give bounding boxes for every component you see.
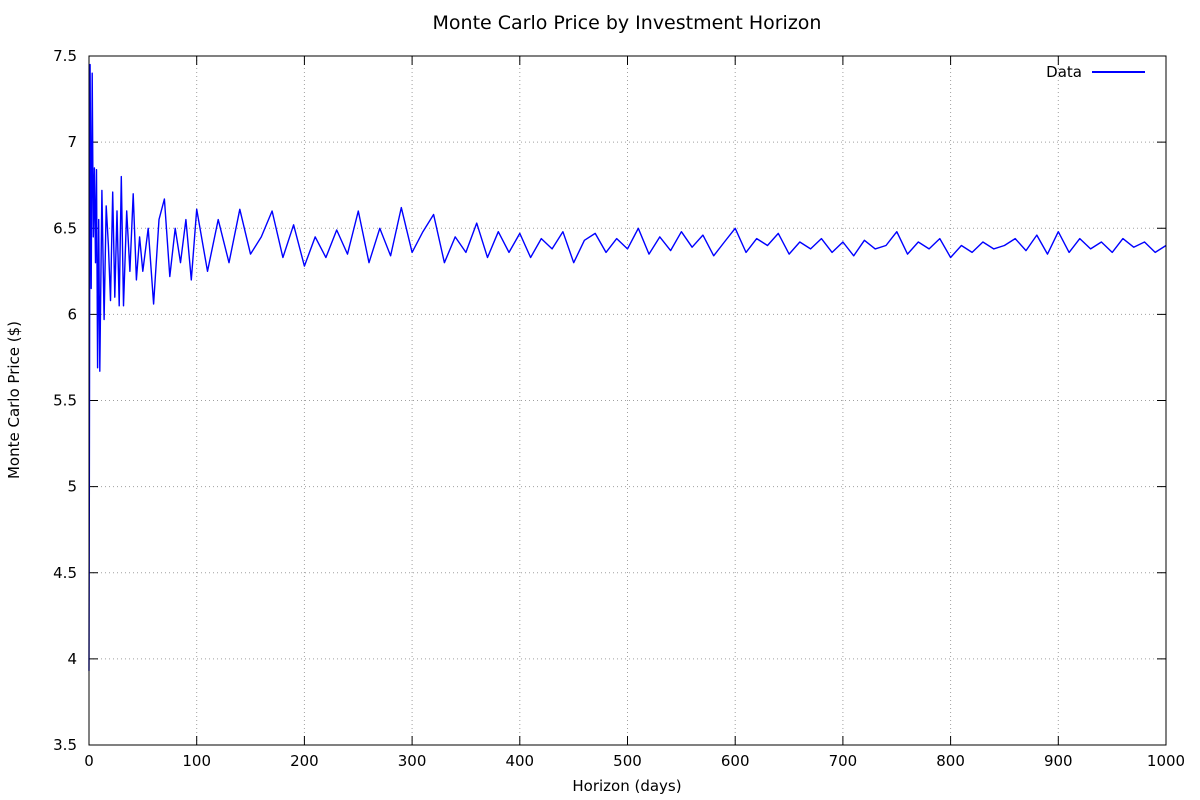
y-tick-label: 5.5 [53, 392, 77, 410]
x-tick-label: 800 [936, 752, 965, 770]
y-tick-label: 6 [67, 305, 77, 323]
grid-lines [89, 56, 1166, 745]
plot-frame [88, 55, 1167, 746]
x-tick-label: 900 [1044, 752, 1073, 770]
legend: Data [1046, 63, 1145, 81]
x-tick-label: 300 [398, 752, 427, 770]
x-axis-title: Horizon (days) [572, 777, 681, 795]
y-tick-label: 4 [67, 650, 77, 668]
y-tick-label: 7 [67, 133, 77, 151]
x-tick-label: 0 [84, 752, 94, 770]
chart-title: Monte Carlo Price by Investment Horizon [433, 12, 822, 34]
legend-label: Data [1046, 63, 1082, 81]
y-tick-label: 7.5 [53, 47, 77, 65]
x-tick-label: 100 [182, 752, 211, 770]
series-line-data [88, 63, 1167, 671]
x-tick-label: 400 [505, 752, 534, 770]
x-tick-label: 700 [829, 752, 858, 770]
x-tick-label: 600 [721, 752, 750, 770]
tick-labels: 0 100 200 300 400 500 600 700 800 900 1000 3.5 4 4.5 5… [53, 47, 1185, 770]
y-tick-label: 4.5 [53, 564, 77, 582]
y-tick-label: 5 [67, 478, 77, 496]
x-tick-label: 1000 [1147, 752, 1185, 770]
x-tick-label: 200 [290, 752, 319, 770]
series-layer [88, 63, 1167, 672]
y-tick-label: 6.5 [53, 219, 77, 237]
x-tick-label: 500 [613, 752, 642, 770]
y-axis-title: Monte Carlo Price ($) [5, 321, 23, 479]
y-tick-label: 3.5 [53, 736, 77, 754]
